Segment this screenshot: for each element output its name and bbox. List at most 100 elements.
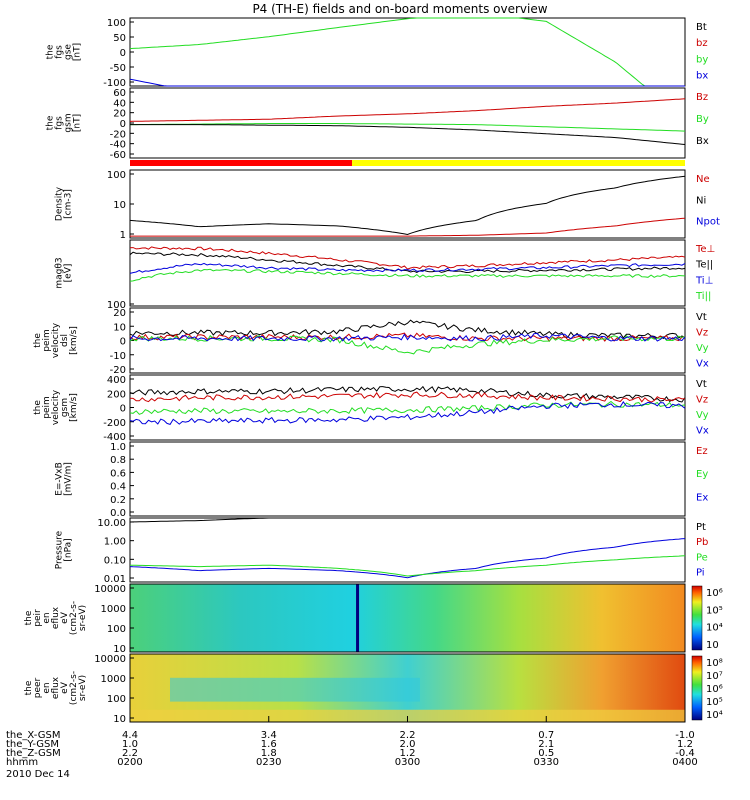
y-axis-label-line: sr-eV) bbox=[78, 605, 88, 631]
y-tick-label: 100 bbox=[107, 170, 126, 181]
chart-title: P4 (TH-E) fields and on-board moments ov… bbox=[252, 2, 547, 16]
legend-entry: Vy bbox=[696, 343, 709, 354]
legend-entry: Pb bbox=[696, 537, 708, 548]
legend-entry: Npot bbox=[696, 217, 720, 228]
date-label: 2010 Dec 14 bbox=[6, 769, 70, 780]
panel-frame bbox=[130, 442, 685, 516]
legend-entry: Ex bbox=[696, 492, 708, 503]
y-tick-label: 10.00 bbox=[97, 518, 126, 529]
panel-peir_spec: 10⁶ 10⁵ 10⁴ 10⁳ 10000 1000 100 10 the peir en eflux… bbox=[24, 584, 723, 655]
colorbar-tick-label: 10⁵ bbox=[706, 697, 723, 708]
colorbar-tick-label: 10⁵ bbox=[706, 605, 723, 616]
y-axis-label-line: [nT] bbox=[73, 114, 83, 132]
chart: P4 (TH-E) fields and on-board moments ov… bbox=[0, 0, 750, 800]
panel-density: Ne Ni Npot 100 10 1 Density [cm-3] bbox=[55, 170, 720, 241]
panel-fgs_gsm: BzByBx6040200-20-40-60the fgs gsm [nT] bbox=[46, 88, 709, 161]
y-tick-label: 1000 bbox=[101, 674, 126, 685]
y-tick-label: 50 bbox=[113, 33, 126, 44]
colorbar bbox=[692, 586, 702, 650]
y-tick-label: 0 bbox=[120, 404, 126, 415]
colorbar-tick-label: 10⁶ bbox=[706, 684, 723, 695]
y-axis-label: Pressure [nPa] bbox=[55, 530, 74, 569]
y-tick-label: 20 bbox=[113, 308, 126, 319]
colorbar-tick-label: 10⁴ bbox=[706, 710, 723, 721]
y-tick-label: 100 bbox=[107, 18, 126, 29]
legend-entry: Ez bbox=[696, 446, 708, 457]
y-axis-label-line: [km/s] bbox=[69, 326, 79, 355]
y-tick-label: 1.00 bbox=[104, 537, 126, 548]
y-tick-label: 0.4 bbox=[110, 482, 126, 493]
y-axis-label: E=-VxB [mV/m] bbox=[55, 462, 74, 496]
y-tick-label: 0 bbox=[120, 337, 126, 348]
panel-frame bbox=[130, 308, 685, 373]
x-axis-row-value: 0200 bbox=[117, 757, 142, 768]
y-axis-label: the peim velocity gsm [km/s] bbox=[33, 389, 79, 425]
legend-entry: Bx bbox=[696, 136, 709, 147]
x-axis-row-value: 0230 bbox=[256, 757, 281, 768]
panel-peim_dsl: VtVzVyVx20100-10-20the peim velocity dsl [km… bbox=[33, 308, 709, 376]
colorbar-tick-label: 10⁷ bbox=[706, 671, 723, 682]
legend-entry: Vt bbox=[696, 379, 707, 390]
y-tick-label: 10000 bbox=[94, 654, 126, 665]
y-tick-label: 1000 bbox=[101, 604, 126, 615]
legend-entry: Vt bbox=[696, 312, 707, 323]
legend-entry: Bz bbox=[696, 92, 708, 103]
legend-entry: Ey bbox=[696, 469, 708, 480]
y-axis-label-line: [nT] bbox=[73, 43, 83, 61]
y-tick-label: 1 bbox=[120, 230, 126, 241]
y-tick-label: 10 bbox=[113, 714, 126, 725]
y-axis-label: the fgs gse [nT] bbox=[46, 43, 83, 61]
y-tick-label: 10 bbox=[113, 322, 126, 333]
y-tick-label: 100 bbox=[107, 694, 126, 705]
x-axis-row-value: 0330 bbox=[534, 757, 559, 768]
y-axis-label: magθ3 [eV] bbox=[55, 257, 74, 288]
panel-frame bbox=[130, 88, 685, 158]
legend-entry: Ne bbox=[696, 174, 710, 185]
y-tick-label: 10000 bbox=[94, 584, 126, 595]
legend-entry: Vx bbox=[696, 425, 709, 436]
panel-peim_gsm: VtVzVyVx4002000-200-400the peim velocity gs… bbox=[33, 375, 709, 443]
panel-frame bbox=[130, 18, 685, 86]
colorbar-tick-label: 10⁸ bbox=[706, 658, 723, 669]
y-tick-label: 0 bbox=[120, 48, 126, 59]
legend-entry: Vz bbox=[696, 394, 708, 405]
y-axis-label-line: [eV] bbox=[64, 264, 74, 283]
legend-entry: Pe bbox=[696, 552, 708, 563]
legend-entry: Vx bbox=[696, 358, 709, 369]
mode-bar-red bbox=[130, 160, 352, 166]
y-axis-label: Density [cm-3] bbox=[55, 186, 74, 221]
legend-entry: Te|| bbox=[695, 260, 713, 271]
y-tick-label: 0.2 bbox=[110, 495, 126, 506]
legend-entry: By bbox=[696, 114, 709, 125]
spectrogram-low-flux-region bbox=[170, 678, 420, 702]
legend-entry: bx bbox=[696, 71, 708, 82]
y-axis-label-line: [cm-3] bbox=[64, 189, 74, 219]
y-tick-label: 100 bbox=[107, 624, 126, 635]
panel-temperature: Te⊥ Te|| Ti⊥ Ti|| 100 magθ3 [eV] bbox=[55, 240, 716, 311]
y-axis-label: the peer en eflux eV (cm2-s-sr-eV) bbox=[24, 671, 88, 705]
panel-frame bbox=[130, 518, 685, 582]
y-tick-label: -50 bbox=[110, 63, 126, 74]
y-tick-label: 200 bbox=[107, 389, 126, 400]
x-axis-row-value: 0300 bbox=[395, 757, 420, 768]
legend-entry: Ti|| bbox=[695, 291, 711, 302]
legend-entry: Ti⊥ bbox=[695, 275, 713, 286]
legend-entry: Te⊥ bbox=[695, 244, 715, 255]
y-axis-label-line: [mV/m] bbox=[64, 462, 74, 496]
y-axis-label-line: [nPa] bbox=[64, 538, 74, 561]
panel-peer_spec: 10⁸ 10⁷ 10⁶ 10⁵ 10⁴ 10000 1000 100 10 the peer en ef… bbox=[24, 654, 723, 725]
x-axis-row-value: 0400 bbox=[672, 757, 697, 768]
colorbar-tick-label: 10⁳ bbox=[706, 640, 719, 651]
colorbar bbox=[692, 656, 702, 720]
y-tick-label: -60 bbox=[110, 150, 126, 161]
legend-entry: Pt bbox=[696, 522, 706, 533]
panel-frame bbox=[130, 170, 685, 238]
y-tick-label: 10 bbox=[113, 200, 126, 211]
legend-entry: Pi bbox=[696, 568, 705, 579]
y-tick-label: 0.10 bbox=[104, 555, 126, 566]
panel-pressure: Pt Pb Pe Pi 10.00 1.00 0.10 0.01 Pressure [nPa] bbox=[55, 518, 709, 585]
legend-entry: Ni bbox=[696, 195, 706, 206]
panel-fgs_gse: Btbzbybx100500-50-100the fgs gse [nT] bbox=[46, 18, 709, 89]
y-tick-label: 0.6 bbox=[110, 468, 126, 479]
x-axis-row-label: hhmm bbox=[6, 757, 38, 768]
